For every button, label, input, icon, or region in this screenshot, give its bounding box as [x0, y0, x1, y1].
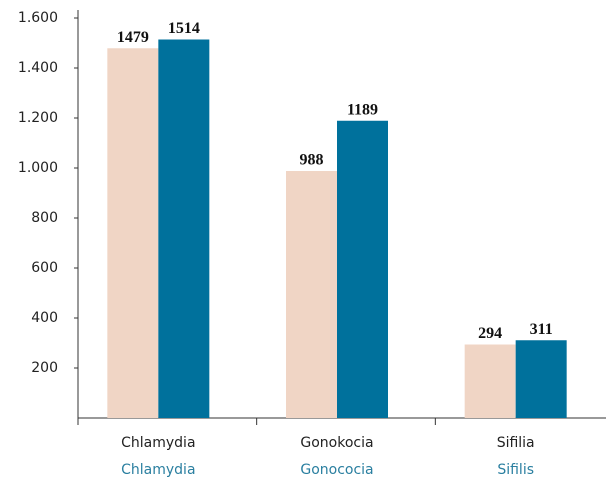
y-tick-label: 600 — [31, 260, 58, 276]
y-tick-label: 1.600 — [18, 10, 58, 26]
value-label: 988 — [300, 152, 324, 169]
value-label: 1479 — [117, 29, 149, 46]
value-label: 1189 — [347, 101, 378, 118]
y-tick-label: 1.400 — [18, 60, 58, 76]
x-tick-label: Sifilia — [497, 435, 535, 451]
x-tick-label-translation: Chlamydia — [121, 462, 195, 478]
bar — [158, 39, 210, 418]
x-tick-label: Chlamydia — [121, 435, 195, 451]
bar — [286, 171, 337, 418]
bar — [337, 120, 388, 418]
y-tick-label: 800 — [31, 210, 58, 226]
bar — [515, 340, 567, 418]
value-label: 311 — [530, 321, 553, 338]
y-tick-label: 200 — [31, 360, 58, 376]
x-tick-label: Gonokocia — [300, 435, 373, 451]
x-tick-label-translation: Gonococia — [300, 462, 373, 478]
y-tick-label: 400 — [31, 310, 58, 326]
x-tick-label-translation: Sifilis — [497, 462, 534, 478]
bar — [464, 344, 516, 418]
y-tick-label: 1.000 — [18, 160, 58, 176]
bar — [107, 48, 159, 418]
value-label: 1514 — [168, 20, 200, 37]
value-label: 294 — [478, 325, 502, 342]
y-tick-label: 1.200 — [18, 110, 58, 126]
